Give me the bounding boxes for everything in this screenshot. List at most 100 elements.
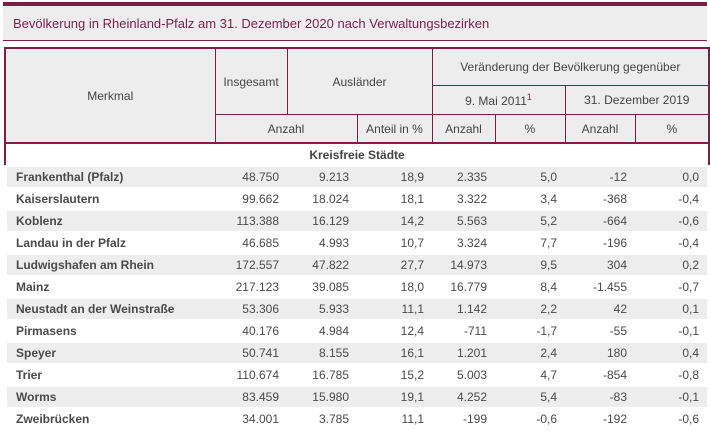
- row-value-cell: 18,1: [357, 188, 433, 211]
- row-value-cell: 5.933: [287, 298, 357, 321]
- row-value-cell: 4.993: [287, 232, 357, 255]
- row-name-cell: Ludwigshafen am Rhein: [3, 254, 215, 277]
- row-value-cell: 48.750: [215, 166, 287, 189]
- col-header-insgesamt: Insgesamt: [214, 47, 288, 115]
- row-value-cell: -0,6: [635, 210, 710, 233]
- row-name-cell: Neustadt an der Weinstraße: [3, 298, 215, 321]
- row-value-cell: 2,2: [495, 298, 566, 321]
- table-row: Kaiserslautern 99.662 18.024 18,1 3.322 …: [3, 188, 710, 211]
- row-value-cell: 0,1: [635, 298, 710, 321]
- top-accent-bar: [3, 2, 707, 6]
- row-value-cell: -0,7: [635, 276, 710, 299]
- row-value-cell: 47.822: [287, 254, 357, 277]
- row-value-cell: 0,0: [635, 166, 710, 189]
- row-value-cell: -0,1: [635, 386, 710, 409]
- row-value-cell: -664: [565, 210, 636, 233]
- row-value-cell: 5,2: [495, 210, 566, 233]
- col-header-merkmal: Merkmal: [4, 47, 216, 144]
- row-value-cell: 172.557: [215, 254, 287, 277]
- table-row: Mainz 217.123 39.085 18,0 16.779 8,4 -1.…: [3, 276, 710, 299]
- row-name-cell: Speyer: [3, 342, 215, 365]
- row-value-cell: 3,4: [495, 188, 566, 211]
- row-name-cell: Frankenthal (Pfalz): [3, 166, 215, 189]
- table-row: Pirmasens 40.176 4.984 12,4 -711 -1,7 -5…: [3, 320, 710, 343]
- row-value-cell: 2.335: [432, 166, 496, 189]
- row-value-cell: 5,4: [495, 386, 566, 409]
- population-table: Merkmal Insgesamt Ausländer Veränderung …: [3, 47, 710, 431]
- row-value-cell: -0,1: [635, 320, 710, 343]
- row-value-cell: 4.252: [432, 386, 496, 409]
- section-header: Kreisfreie Städte: [5, 143, 710, 167]
- row-value-cell: -55: [565, 320, 636, 343]
- col-subheader-anzahl-total: Anzahl: [214, 114, 358, 144]
- row-value-cell: 9.213: [287, 166, 357, 189]
- row-name-cell: Worms: [3, 386, 215, 409]
- row-value-cell: 4.984: [287, 320, 357, 343]
- row-value-cell: -0,8: [635, 364, 710, 387]
- row-value-cell: 53.306: [215, 298, 287, 321]
- table-row: Worms 83.459 15.980 19,1 4.252 5,4 -83 -…: [3, 386, 710, 409]
- row-value-cell: 18,9: [357, 166, 433, 189]
- row-value-cell: -1.455: [565, 276, 636, 299]
- row-value-cell: 3.322: [432, 188, 496, 211]
- row-value-cell: 14,2: [357, 210, 433, 233]
- row-value-cell: 10,7: [357, 232, 433, 255]
- row-value-cell: -711: [432, 320, 496, 343]
- col-subheader-anzahl-2011: Anzahl: [431, 114, 496, 144]
- row-value-cell: -199: [432, 408, 496, 431]
- row-value-cell: 180: [565, 342, 636, 365]
- row-name-cell: Kaiserslautern: [3, 188, 215, 211]
- row-value-cell: 1.142: [432, 298, 496, 321]
- row-value-cell: 11,1: [357, 298, 433, 321]
- table-body: Kreisfreie Städte Frankenthal (Pfalz) 48…: [3, 143, 710, 431]
- row-name-cell: Zweibrücken: [3, 408, 215, 431]
- section-header-row: Kreisfreie Städte: [5, 143, 710, 167]
- row-value-cell: 18.024: [287, 188, 357, 211]
- row-value-cell: 4,7: [495, 364, 566, 387]
- row-value-cell: 46.685: [215, 232, 287, 255]
- row-name-cell: Pirmasens: [3, 320, 215, 343]
- date-2011-label: 9. Mai 2011: [465, 94, 527, 108]
- col-subheader-pct-2011: %: [494, 114, 566, 144]
- row-value-cell: 0,4: [635, 342, 710, 365]
- table-row: Speyer 50.741 8.155 16,1 1.201 2,4 180 0…: [3, 342, 710, 365]
- row-value-cell: 1.201: [432, 342, 496, 365]
- row-value-cell: 83.459: [215, 386, 287, 409]
- title-bar: Bevölkerung in Rheinland-Pfalz am 31. De…: [3, 6, 707, 41]
- row-value-cell: 2,4: [495, 342, 566, 365]
- row-value-cell: 40.176: [215, 320, 287, 343]
- row-value-cell: -196: [565, 232, 636, 255]
- row-value-cell: -192: [565, 408, 636, 431]
- row-value-cell: 27,7: [357, 254, 433, 277]
- row-value-cell: 8,4: [495, 276, 566, 299]
- row-name-cell: Landau in der Pfalz: [3, 232, 215, 255]
- row-value-cell: -0,6: [495, 408, 566, 431]
- col-subheader-pct-2019: %: [634, 114, 710, 144]
- row-value-cell: 18,0: [357, 276, 433, 299]
- row-value-cell: 34.001: [215, 408, 287, 431]
- page-title: Bevölkerung in Rheinland-Pfalz am 31. De…: [13, 15, 490, 31]
- row-value-cell: -0,6: [635, 408, 710, 431]
- footnote-marker: 1: [526, 92, 532, 102]
- row-value-cell: 7,7: [495, 232, 566, 255]
- row-value-cell: 42: [565, 298, 636, 321]
- row-value-cell: -83: [565, 386, 636, 409]
- row-value-cell: 39.085: [287, 276, 357, 299]
- row-value-cell: 217.123: [215, 276, 287, 299]
- table-row: Neustadt an der Weinstraße 53.306 5.933 …: [3, 298, 710, 321]
- table-row: Trier 110.674 16.785 15,2 5.003 4,7 -854…: [3, 364, 710, 387]
- row-name-cell: Mainz: [3, 276, 215, 299]
- row-value-cell: 5.003: [432, 364, 496, 387]
- col-header-auslaender: Ausländer: [286, 47, 433, 115]
- table-row: Ludwigshafen am Rhein 172.557 47.822 27,…: [3, 254, 710, 277]
- col-header-veraenderung: Veränderung der Bevölkerung gegenüber: [431, 47, 710, 86]
- row-value-cell: 5.563: [432, 210, 496, 233]
- row-value-cell: 19,1: [357, 386, 433, 409]
- row-name-cell: Koblenz: [3, 210, 215, 233]
- row-value-cell: 11,1: [357, 408, 433, 431]
- row-value-cell: 16.779: [432, 276, 496, 299]
- row-value-cell: 304: [565, 254, 636, 277]
- table-row: Landau in der Pfalz 46.685 4.993 10,7 3.…: [3, 232, 710, 255]
- row-value-cell: 0,2: [635, 254, 710, 277]
